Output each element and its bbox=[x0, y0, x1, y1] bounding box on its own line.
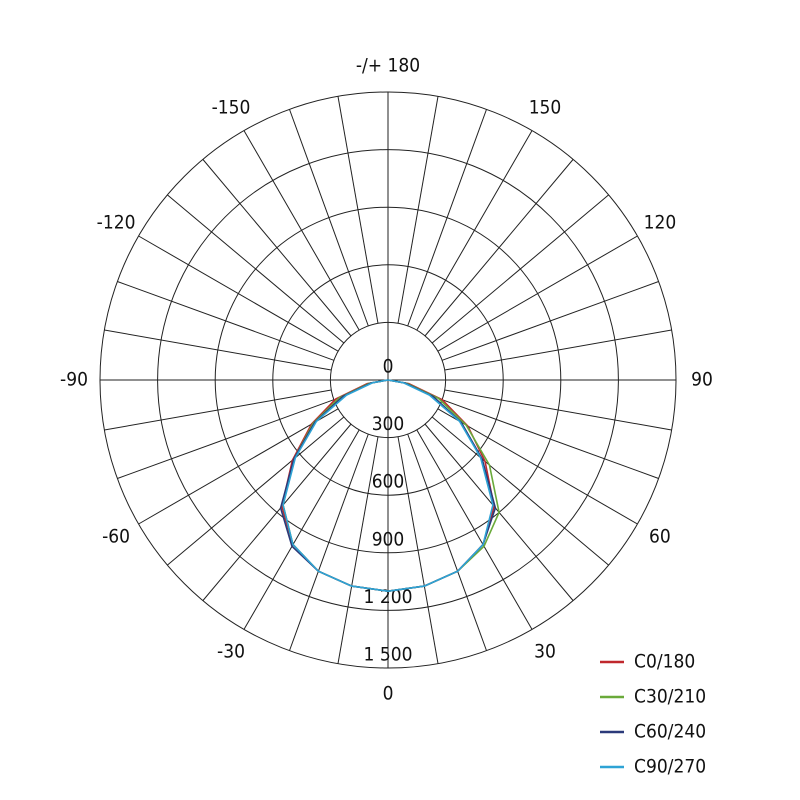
r-tick-label: 600 bbox=[372, 471, 405, 493]
angle-tick-label: 60 bbox=[649, 526, 671, 548]
angle-tick-label: 0 bbox=[383, 683, 394, 705]
r-tick-label: 0 bbox=[383, 356, 394, 378]
angle-tick-label: 120 bbox=[644, 212, 677, 234]
legend-label: C0/180 bbox=[634, 651, 695, 673]
angle-tick-label: -60 bbox=[102, 526, 130, 548]
angle-tick-label: -120 bbox=[97, 212, 136, 234]
angle-tick-label: -90 bbox=[60, 369, 88, 391]
r-tick-label: 1 500 bbox=[364, 644, 413, 666]
grid-ring bbox=[272, 264, 504, 496]
legend-label: C30/210 bbox=[634, 686, 706, 708]
grid-ring bbox=[214, 206, 562, 554]
grid-ring bbox=[329, 321, 447, 439]
grid-ring bbox=[99, 91, 677, 669]
angle-tick-label: -150 bbox=[212, 97, 251, 119]
angle-tick-label: 150 bbox=[529, 97, 562, 119]
angle-tick-label: 90 bbox=[691, 369, 713, 391]
r-tick-label: 300 bbox=[372, 413, 405, 435]
r-tick-label: 900 bbox=[372, 528, 405, 550]
legend-label: C90/270 bbox=[634, 756, 706, 778]
series-line bbox=[282, 379, 494, 593]
angle-tick-label: -/+ 180 bbox=[356, 55, 420, 77]
r-tick-label: 1 200 bbox=[364, 586, 413, 608]
legend-label: C60/240 bbox=[634, 721, 706, 743]
angle-tick-label: -30 bbox=[217, 640, 245, 662]
angle-tick-label: 30 bbox=[534, 640, 556, 662]
grid-ring bbox=[157, 149, 619, 611]
